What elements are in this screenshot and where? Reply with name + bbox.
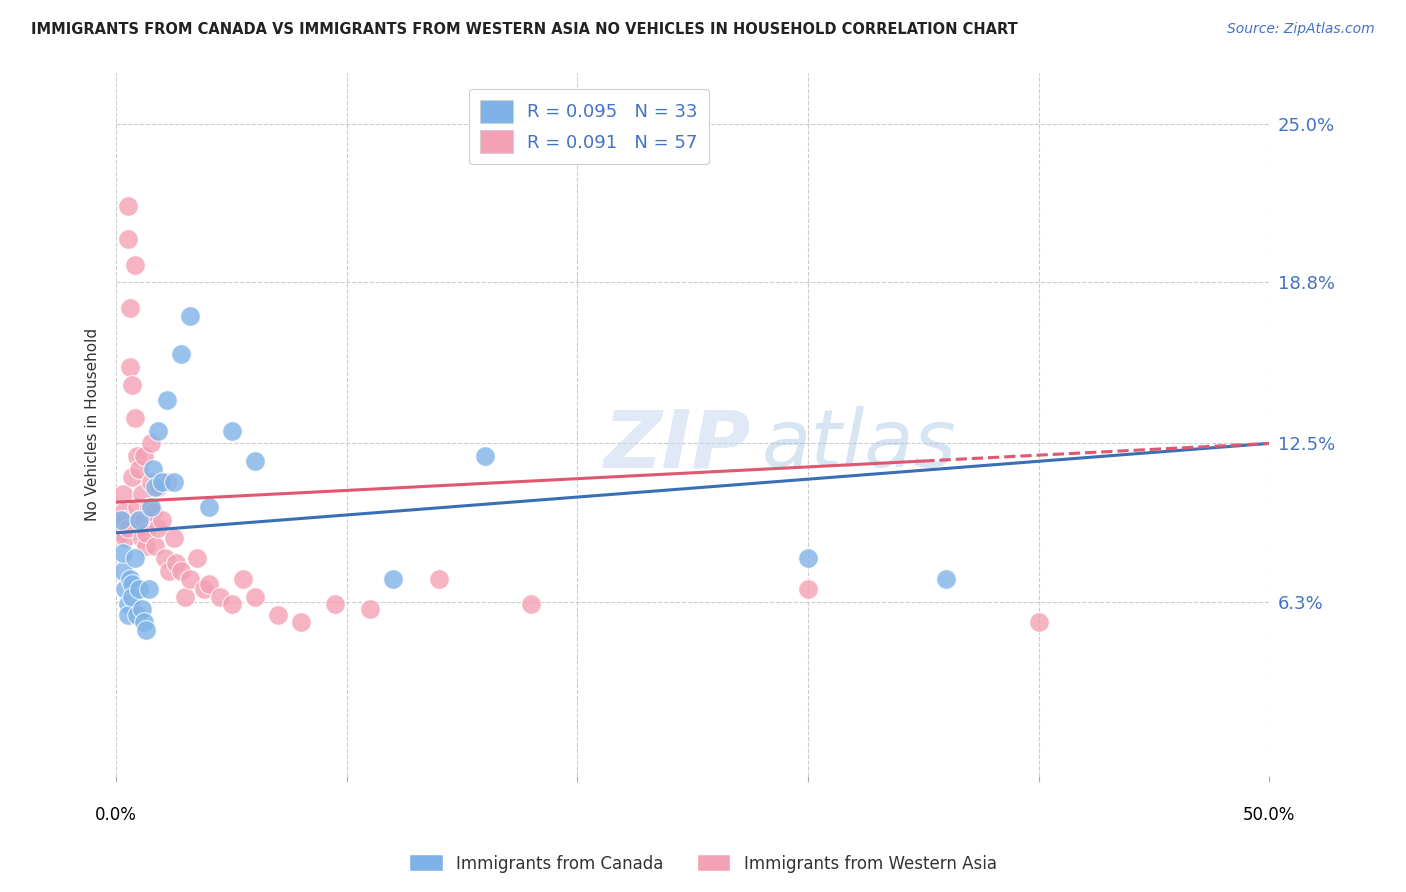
Point	[165, 557, 187, 571]
Point	[135, 525, 157, 540]
Point	[243, 454, 266, 468]
Point	[107, 513, 129, 527]
Point	[124, 410, 146, 425]
Point	[427, 572, 450, 586]
Point	[1028, 615, 1050, 630]
Point	[121, 577, 143, 591]
Point	[120, 359, 142, 374]
Legend: R = 0.095   N = 33, R = 0.091   N = 57: R = 0.095 N = 33, R = 0.091 N = 57	[470, 89, 709, 164]
Point	[266, 607, 288, 622]
Point	[197, 500, 219, 515]
Point	[110, 513, 132, 527]
Point	[125, 500, 148, 515]
Point	[112, 505, 135, 519]
Point	[112, 564, 135, 578]
Point	[128, 582, 150, 596]
Point	[117, 521, 139, 535]
Point	[139, 500, 162, 515]
Point	[197, 577, 219, 591]
Point	[157, 564, 180, 578]
Point	[156, 392, 179, 407]
Point	[120, 572, 142, 586]
Text: ZIP: ZIP	[603, 407, 751, 484]
Point	[124, 551, 146, 566]
Point	[381, 572, 404, 586]
Text: 50.0%: 50.0%	[1243, 806, 1295, 824]
Point	[132, 513, 155, 527]
Point	[232, 572, 254, 586]
Point	[221, 598, 243, 612]
Point	[132, 449, 155, 463]
Point	[125, 607, 148, 622]
Point	[243, 590, 266, 604]
Point	[117, 598, 139, 612]
Point	[142, 462, 165, 476]
Point	[112, 487, 135, 501]
Point	[121, 469, 143, 483]
Point	[138, 500, 160, 515]
Point	[135, 539, 157, 553]
Point	[150, 513, 173, 527]
Point	[146, 424, 169, 438]
Point	[170, 564, 193, 578]
Point	[135, 623, 157, 637]
Point	[186, 551, 208, 566]
Point	[120, 301, 142, 315]
Point	[179, 309, 201, 323]
Point	[208, 590, 231, 604]
Point	[150, 475, 173, 489]
Legend: Immigrants from Canada, Immigrants from Western Asia: Immigrants from Canada, Immigrants from …	[402, 847, 1004, 880]
Point	[121, 377, 143, 392]
Y-axis label: No Vehicles in Household: No Vehicles in Household	[86, 327, 100, 521]
Text: 0.0%: 0.0%	[96, 806, 138, 824]
Point	[290, 615, 312, 630]
Point	[138, 582, 160, 596]
Point	[474, 449, 496, 463]
Point	[142, 505, 165, 519]
Point	[153, 551, 176, 566]
Point	[139, 475, 162, 489]
Point	[145, 539, 167, 553]
Point	[121, 590, 143, 604]
Point	[797, 551, 820, 566]
Point	[131, 602, 153, 616]
Point	[156, 475, 179, 489]
Point	[163, 475, 186, 489]
Text: atlas: atlas	[762, 407, 956, 484]
Point	[146, 521, 169, 535]
Point	[146, 480, 169, 494]
Point	[117, 199, 139, 213]
Point	[174, 590, 197, 604]
Point	[170, 347, 193, 361]
Point	[193, 582, 215, 596]
Point	[128, 513, 150, 527]
Point	[132, 615, 155, 630]
Point	[131, 531, 153, 545]
Point	[797, 582, 820, 596]
Text: IMMIGRANTS FROM CANADA VS IMMIGRANTS FROM WESTERN ASIA NO VEHICLES IN HOUSEHOLD : IMMIGRANTS FROM CANADA VS IMMIGRANTS FRO…	[31, 22, 1018, 37]
Point	[323, 598, 346, 612]
Point	[114, 513, 136, 527]
Point	[520, 598, 543, 612]
Point	[124, 258, 146, 272]
Point	[117, 607, 139, 622]
Point	[179, 572, 201, 586]
Point	[145, 480, 167, 494]
Point	[114, 582, 136, 596]
Point	[128, 513, 150, 527]
Point	[139, 436, 162, 450]
Point	[935, 572, 957, 586]
Point	[110, 513, 132, 527]
Point	[221, 424, 243, 438]
Point	[131, 487, 153, 501]
Point	[128, 462, 150, 476]
Point	[163, 531, 186, 545]
Point	[117, 232, 139, 246]
Point	[114, 531, 136, 545]
Point	[359, 602, 381, 616]
Point	[112, 546, 135, 560]
Point	[110, 525, 132, 540]
Text: Source: ZipAtlas.com: Source: ZipAtlas.com	[1227, 22, 1375, 37]
Point	[125, 449, 148, 463]
